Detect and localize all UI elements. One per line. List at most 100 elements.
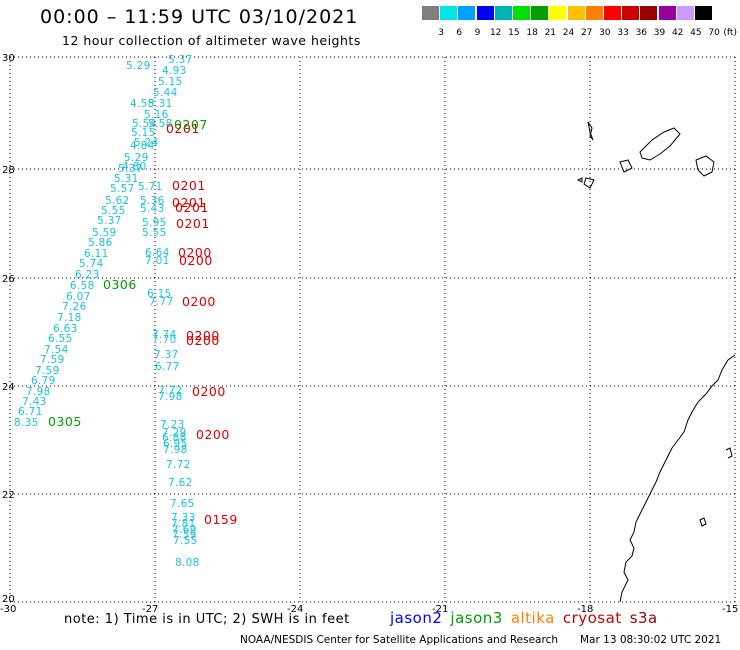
y-tick: 22	[2, 490, 15, 501]
wave-height-label: 5.55	[142, 227, 167, 239]
wave-height-label: 7.65	[170, 498, 195, 510]
island-gran-canaria	[695, 155, 715, 177]
wave-height-label: 7.55	[173, 535, 198, 547]
wave-height-label: 8.08	[175, 557, 200, 569]
colorbar-swatch	[422, 6, 439, 20]
wave-height-label: 6.77	[155, 361, 180, 373]
wave-height-label: 7.29	[162, 427, 187, 439]
wave-height-label: 6.55	[48, 333, 73, 345]
wave-height-label: 6.88	[162, 432, 187, 444]
wave-height-label: 4.80	[122, 161, 147, 173]
colorbar-swatch	[622, 6, 640, 20]
pass-time-label: 0207	[174, 117, 208, 132]
pass-time-label: 0200	[186, 328, 220, 343]
pass-time-labels: 0201 0201 0201 0201 0201 0200 0200 0200 …	[48, 117, 237, 527]
island-hierro	[583, 177, 595, 189]
wave-height-label: 7.43	[22, 396, 47, 408]
colorbar-label: 3	[438, 28, 444, 38]
colorbar-label: (ft)	[723, 28, 737, 38]
wave-height-label: 6.15	[147, 288, 172, 300]
colorbar-label: 15	[508, 28, 520, 38]
colorbar-swatch	[676, 6, 694, 20]
satellite-legend-item: altika	[510, 609, 555, 627]
pass-time-label: 0306	[103, 277, 137, 292]
wave-height-label: 7.70	[152, 334, 177, 346]
wave-height-label: 5.37	[118, 163, 143, 175]
pass-time-label: 0201	[166, 121, 200, 136]
wave-height-label: 7.98	[158, 391, 183, 403]
coastline	[576, 121, 736, 603]
wave-height-label: 5.44	[153, 87, 178, 99]
x-tick: -30	[0, 604, 16, 615]
wave-height-label: 5.59	[92, 227, 117, 239]
pass-time-label: 0201	[175, 200, 209, 215]
colorbar-label: 12	[489, 28, 502, 38]
island-la-palma	[587, 121, 594, 141]
pass-time-label: 0200	[196, 427, 230, 442]
wave-height-label: 6.71	[18, 406, 43, 418]
wave-height-label: 5.37	[168, 54, 193, 66]
colorbar-label: 18	[526, 28, 538, 38]
satellite-legend-item: jason3	[450, 609, 503, 627]
colorbar-label: 36	[635, 28, 648, 38]
wave-height-label: 6.63	[53, 323, 78, 335]
left-track-labels: 5.37 5.29 4.93 5.15 5.44 4.58 5.31 5.16 …	[14, 54, 193, 429]
wave-height-label: 7.33	[171, 512, 196, 524]
colorbar-label: 30	[599, 28, 611, 38]
island-small	[576, 177, 583, 183]
satellite-legend-item: s3a	[629, 609, 658, 627]
credit-text: NOAA/NESDIS Center for Satellite Applica…	[240, 634, 558, 646]
colorbar-label: 70	[708, 28, 720, 38]
wave-height-label: 5.36	[140, 195, 165, 207]
wave-height-label: 5.86	[88, 237, 113, 249]
pass-time-label: 0201	[176, 216, 210, 231]
wave-height-label: 5.58	[148, 118, 173, 130]
pass-time-label: 0200	[179, 253, 213, 268]
wave-height-label: 5.31	[114, 173, 139, 185]
west-africa-coast	[619, 354, 736, 603]
wave-height-label: 5.43	[140, 203, 165, 215]
colorbar-swatch	[476, 6, 494, 20]
wave-height-label: 7.54	[44, 344, 69, 356]
colorbar-swatch	[640, 6, 658, 20]
wave-height-label: 6.79	[31, 375, 56, 387]
colorbar-swatch	[494, 6, 512, 20]
wave-height-label: 5.95	[142, 217, 167, 229]
colorbar-swatch	[549, 6, 567, 20]
wave-height-label: 5.62	[105, 195, 130, 207]
pass-time-label: 0201	[172, 178, 206, 193]
colorbar-swatch	[531, 6, 549, 20]
colorbar-swatch	[695, 6, 712, 20]
wave-height-label: 7.37	[154, 349, 179, 361]
page-subtitle: 12 hour collection of altimeter wave hei…	[62, 33, 361, 48]
wave-height-label: 5.16	[144, 109, 169, 121]
wave-height-label: 6.64	[145, 247, 170, 259]
colorbar-label: 45	[690, 28, 702, 38]
wave-height-label: 7.62	[168, 477, 193, 489]
colorbar-swatch	[658, 6, 676, 20]
x-tick: -21	[432, 604, 448, 615]
colorbar-label: 9	[474, 28, 481, 38]
x-tick: -18	[577, 604, 593, 615]
colorbar-swatch	[604, 6, 621, 20]
wave-height-label: 7.01	[145, 255, 170, 267]
colorbar-swatch	[513, 6, 530, 20]
wave-height-label: 5.15	[131, 127, 156, 139]
wave-height-label: 6.11	[84, 248, 109, 260]
wave-height-label: 7.59	[172, 529, 197, 541]
y-tick: 28	[2, 165, 15, 176]
island-tenerife	[639, 127, 681, 161]
x-tick: -15	[722, 604, 738, 615]
colorbar-swatch	[440, 6, 458, 20]
colorbar-label: 27	[580, 28, 593, 38]
wave-height-label: 6.23	[75, 269, 100, 281]
wave-height-label: 7.18	[57, 312, 82, 324]
colorbar-label: 33	[617, 28, 629, 38]
satellite-legend-item: cryosat	[562, 609, 622, 627]
wave-height-label: 5.29	[126, 60, 151, 72]
colorbar-swatch	[585, 6, 603, 20]
y-tick: 24	[2, 382, 15, 393]
wave-height-label: 7.77	[149, 296, 174, 308]
inlet-mark	[725, 447, 733, 459]
